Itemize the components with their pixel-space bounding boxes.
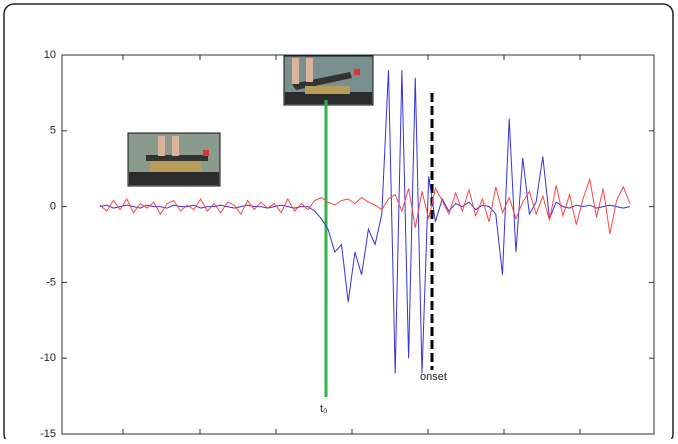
photo-inset — [127, 132, 221, 187]
series-line — [99, 179, 631, 234]
y-tick-label: 5 — [50, 125, 56, 137]
y-tick-label: -10 — [40, 352, 56, 364]
x-tick-marks — [122, 55, 581, 434]
annotation: onset — [420, 371, 447, 383]
y-tick-label: -5 — [46, 276, 56, 288]
photo-inset — [283, 55, 374, 106]
y-tick-label: 0 — [50, 201, 56, 213]
y-tick-label: 10 — [44, 49, 56, 61]
plot-area — [61, 54, 655, 435]
y-tick-label: -15 — [40, 428, 56, 439]
annotation: t₀ — [320, 403, 328, 415]
frame — [3, 3, 674, 444]
